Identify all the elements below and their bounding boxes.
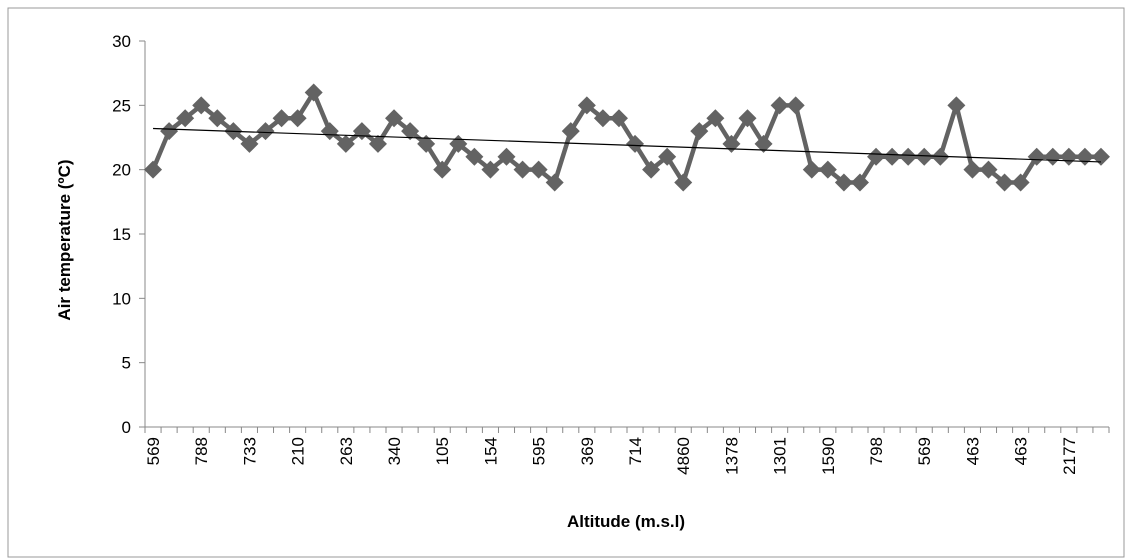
marker <box>336 134 355 153</box>
marker <box>385 109 404 128</box>
x-tick-label: 1301 <box>771 437 790 475</box>
marker <box>802 160 821 179</box>
marker <box>915 147 934 166</box>
x-axis-title: Altitude (m.s.l) <box>567 512 685 531</box>
x-tick-label: 4860 <box>674 437 693 475</box>
y-tick-label: 0 <box>122 418 131 437</box>
marker <box>497 147 516 166</box>
marker <box>433 160 452 179</box>
marker <box>160 122 179 141</box>
x-tick-label: 369 <box>578 437 597 465</box>
marker <box>513 160 532 179</box>
x-tick-label: 569 <box>915 437 934 465</box>
marker <box>593 109 612 128</box>
y-tick-label: 5 <box>122 354 131 373</box>
marker <box>208 109 227 128</box>
marker <box>609 109 628 128</box>
marker <box>577 96 596 115</box>
marker <box>979 160 998 179</box>
marker <box>465 147 484 166</box>
x-tick-label: 463 <box>963 437 982 465</box>
marker <box>834 173 853 192</box>
marker <box>304 83 323 102</box>
x-tick-label: 463 <box>1012 437 1031 465</box>
x-tick-label: 1590 <box>819 437 838 475</box>
marker <box>899 147 918 166</box>
marker <box>626 134 645 153</box>
marker <box>1043 147 1062 166</box>
marker <box>1011 173 1030 192</box>
marker <box>706 109 725 128</box>
marker <box>674 173 693 192</box>
marker <box>738 109 757 128</box>
marker <box>256 122 275 141</box>
y-tick-label: 10 <box>112 289 131 308</box>
marker <box>320 122 339 141</box>
marker <box>368 134 387 153</box>
x-tick-label: 595 <box>530 437 549 465</box>
marker <box>963 160 982 179</box>
marker <box>545 173 564 192</box>
marker <box>1027 147 1046 166</box>
marker <box>850 173 869 192</box>
trendline <box>153 127 1101 163</box>
marker <box>947 96 966 115</box>
marker <box>240 134 259 153</box>
marker <box>481 160 500 179</box>
x-tick-label: 569 <box>144 437 163 465</box>
x-tick-label: 2177 <box>1060 437 1079 475</box>
marker <box>561 122 580 141</box>
x-tick-label: 154 <box>481 437 500 465</box>
marker <box>995 173 1014 192</box>
marker <box>176 109 195 128</box>
x-tick-label: 788 <box>192 437 211 465</box>
x-tick-label: 210 <box>289 437 308 465</box>
x-tick-label: 1378 <box>722 437 741 475</box>
marker <box>642 160 661 179</box>
marker <box>288 109 307 128</box>
marker <box>770 96 789 115</box>
marker <box>867 147 886 166</box>
marker <box>658 147 677 166</box>
marker <box>690 122 709 141</box>
y-axis-title: Air temperature (ºC) <box>55 159 74 320</box>
x-tick-label: 714 <box>626 437 645 465</box>
y-tick-label: 20 <box>112 161 131 180</box>
x-tick-label: 263 <box>337 437 356 465</box>
marker <box>272 109 291 128</box>
marker <box>754 134 773 153</box>
marker <box>786 96 805 115</box>
x-tick-label: 798 <box>867 437 886 465</box>
y-tick-label: 15 <box>112 225 131 244</box>
x-tick-label: 105 <box>433 437 452 465</box>
marker <box>144 160 163 179</box>
marker <box>401 122 420 141</box>
chart-frame <box>7 7 1125 558</box>
marker <box>883 147 902 166</box>
marker <box>417 134 436 153</box>
marker <box>818 160 837 179</box>
y-tick-label: 30 <box>112 32 131 51</box>
marker <box>192 96 211 115</box>
y-tick-label: 25 <box>112 96 131 115</box>
x-tick-label: 340 <box>385 437 404 465</box>
marker <box>529 160 548 179</box>
x-tick-label: 733 <box>240 437 259 465</box>
